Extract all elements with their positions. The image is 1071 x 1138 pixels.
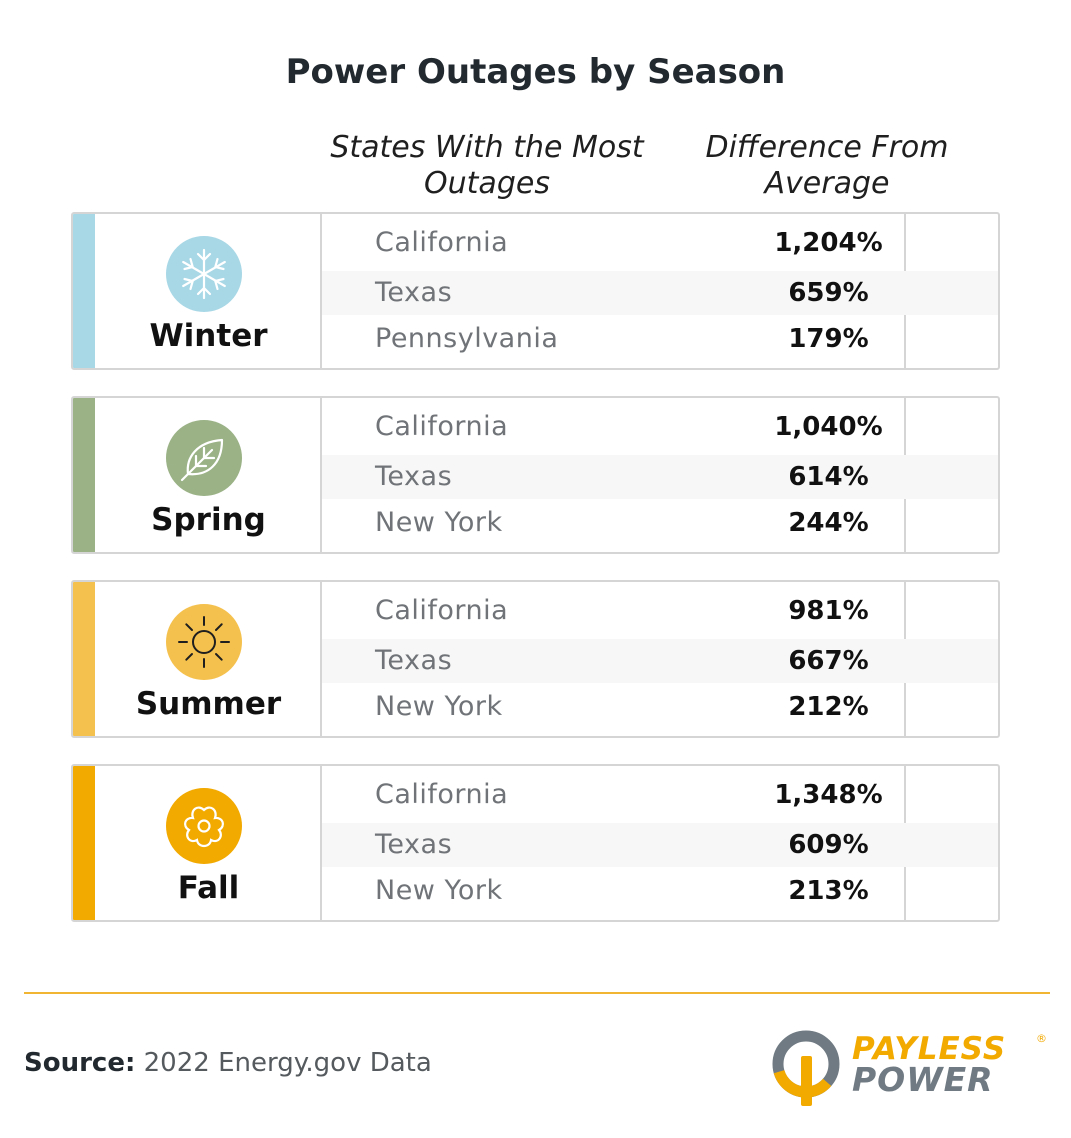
difference-value: 981%	[788, 596, 869, 626]
season-block-summer: Summer California 981% Texas 667% New Yo…	[71, 580, 1000, 738]
difference-value: 659%	[788, 278, 869, 308]
season-color-bar	[73, 582, 95, 736]
season-block-winter: Winter California 1,204% Texas 659% Penn…	[71, 212, 1000, 370]
column-header-difference: Difference From Average	[705, 130, 949, 201]
season-color-bar	[73, 398, 95, 552]
table-row: New York 213%	[322, 869, 998, 913]
season-color-bar	[73, 214, 95, 368]
leaf-icon	[166, 420, 242, 496]
difference-value: 179%	[788, 324, 869, 354]
table-row: New York 244%	[322, 501, 998, 545]
state-name: New York	[375, 875, 503, 906]
state-name: Texas	[375, 829, 453, 860]
table-row: Texas 609%	[322, 823, 998, 867]
source-note: Source: 2022 Energy.gov Data	[24, 1048, 432, 1078]
state-name: New York	[375, 507, 503, 538]
payless-power-logo: PAYLESS POWER ®	[766, 1026, 1051, 1110]
state-name: California	[375, 779, 509, 810]
difference-value: 244%	[788, 508, 869, 538]
difference-value: 1,040%	[774, 412, 883, 442]
flower-icon	[166, 788, 242, 864]
state-name: Pennsylvania	[375, 323, 559, 354]
state-name: California	[375, 411, 509, 442]
table-row: Texas 667%	[322, 639, 998, 683]
table-row: New York 212%	[322, 685, 998, 729]
table-row: Pennsylvania 179%	[322, 317, 998, 361]
state-name: Texas	[375, 461, 453, 492]
table-row: Texas 614%	[322, 455, 998, 499]
registered-mark: ®	[1036, 1032, 1047, 1045]
season-name: Winter	[149, 318, 268, 354]
footer-divider	[24, 992, 1050, 994]
source-label: Source:	[24, 1048, 136, 1078]
logo-text-payless: PAYLESS	[852, 1031, 1007, 1067]
season-color-bar	[73, 766, 95, 920]
state-name: Texas	[375, 645, 453, 676]
state-name: Texas	[375, 277, 453, 308]
difference-value: 212%	[788, 692, 869, 722]
season-name: Spring	[151, 502, 266, 538]
state-name: New York	[375, 691, 503, 722]
season-label-cell: Spring	[95, 398, 322, 552]
season-name: Fall	[177, 870, 240, 906]
difference-value: 1,204%	[774, 228, 883, 258]
table-row: California 1,348%	[322, 773, 998, 817]
sun-icon	[166, 604, 242, 680]
table-row: California 981%	[322, 589, 998, 633]
state-name: California	[375, 595, 509, 626]
logo-mark-icon	[772, 1030, 840, 1106]
difference-value: 614%	[788, 462, 869, 492]
difference-value: 667%	[788, 646, 869, 676]
table-row: Texas 659%	[322, 271, 998, 315]
season-name: Summer	[135, 686, 282, 722]
season-label-cell: Winter	[95, 214, 322, 368]
difference-value: 213%	[788, 876, 869, 906]
season-block-fall: Fall California 1,348% Texas 609% New Yo…	[71, 764, 1000, 922]
season-block-spring: Spring California 1,040% Texas 614% New …	[71, 396, 1000, 554]
table-row: California 1,204%	[322, 221, 998, 265]
logo-text-power: POWER	[852, 1060, 994, 1099]
season-label-cell: Fall	[95, 766, 322, 920]
table-row: California 1,040%	[322, 405, 998, 449]
difference-value: 609%	[788, 830, 869, 860]
page-title: Power Outages by Season	[285, 52, 786, 92]
source-text: 2022 Energy.gov Data	[143, 1048, 432, 1078]
season-label-cell: Summer	[95, 582, 322, 736]
difference-value: 1,348%	[774, 780, 883, 810]
state-name: California	[375, 227, 509, 258]
snowflake-icon	[166, 236, 242, 312]
column-header-states: States With the Most Outages	[330, 130, 644, 201]
